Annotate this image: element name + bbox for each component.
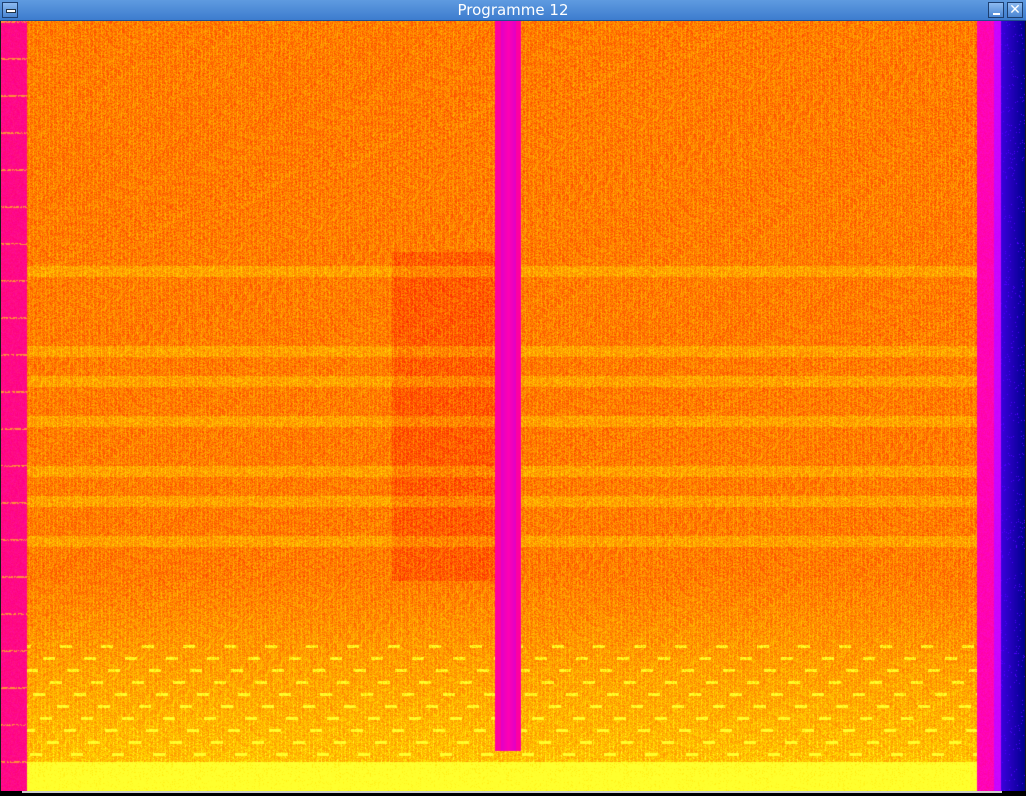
window-menu-icon[interactable] xyxy=(2,2,18,18)
title-bar[interactable]: Programme 12 ✕ xyxy=(0,0,1026,21)
bottom-border xyxy=(0,791,1026,796)
minimize-icon[interactable] xyxy=(988,2,1004,18)
spectrogram-canvas[interactable] xyxy=(1,21,1025,791)
close-icon[interactable]: ✕ xyxy=(1007,2,1023,18)
spectrogram-view[interactable] xyxy=(1,21,1025,791)
bottom-scale xyxy=(22,791,1002,793)
window-title: Programme 12 xyxy=(457,1,569,19)
